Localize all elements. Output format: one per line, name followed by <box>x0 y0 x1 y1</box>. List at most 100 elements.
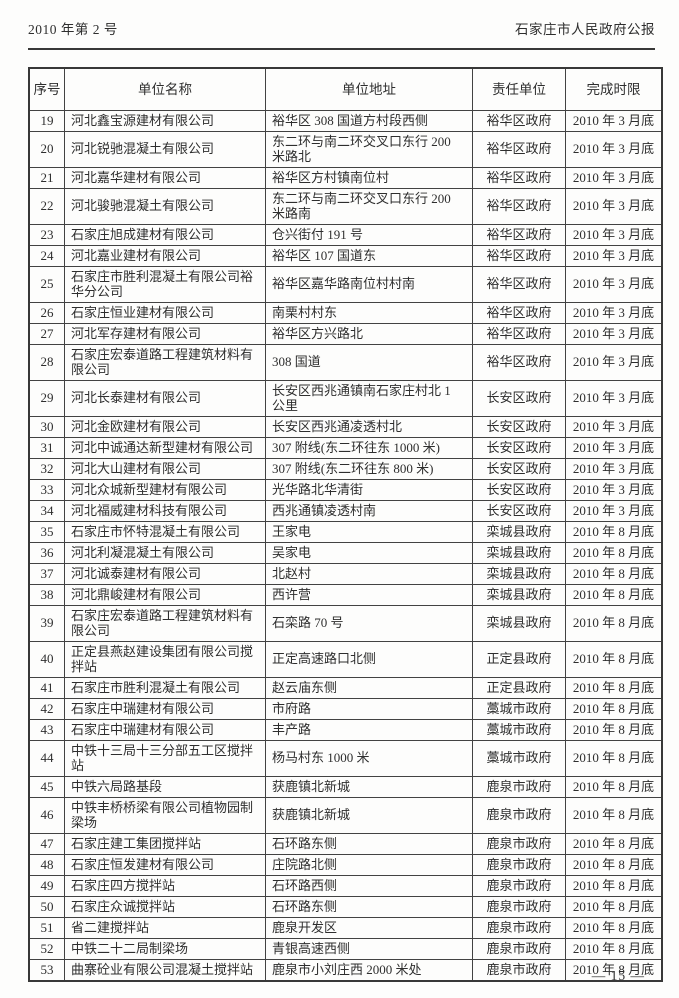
cell-serial: 20 <box>28 130 65 168</box>
page-number: — 15 — <box>591 968 645 983</box>
table-row: 34 河北福威建材科技有限公司 西兆通镇凌透村南 长安区政府 2010 年 3 … <box>28 499 663 522</box>
table-row: 27 河北军存建材有限公司 裕华区方兴路北 裕华区政府 2010 年 3 月底 <box>28 322 663 345</box>
cell-deadline: 2010 年 8 月底 <box>565 604 663 642</box>
cell-unit-name: 河北大山建材有限公司 <box>64 457 266 480</box>
cell-unit-address: 市府路 <box>265 697 473 720</box>
table-row: 31 河北中诚通达新型建材有限公司 307 附线(东二环往东 1000 米) 长… <box>28 436 663 459</box>
table-row: 51 省二建搅拌站 鹿泉开发区 鹿泉市政府 2010 年 8 月底 <box>28 916 663 939</box>
cell-unit-name: 河北鑫宝源建材有限公司 <box>64 109 266 132</box>
cell-unit-address: 西兆通镇凌透村南 <box>265 499 473 522</box>
cell-unit-address: 光华路北华清街 <box>265 478 473 501</box>
table-row: 45 中铁六局路基段 获鹿镇北新城 鹿泉市政府 2010 年 8 月底 <box>28 775 663 798</box>
cell-serial: 24 <box>28 244 65 267</box>
cell-unit-address: 王家电 <box>265 520 473 543</box>
cell-responsible-unit: 裕华区政府 <box>472 343 566 381</box>
cell-serial: 33 <box>28 478 65 501</box>
issue-number: 2010 年第 2 号 <box>28 22 118 37</box>
cell-unit-address: 东二环与南二环交叉口东行 200 米路北 <box>265 130 473 168</box>
col-header-unit-address: 单位地址 <box>265 67 473 111</box>
table-row: 29 河北长泰建材有限公司 长安区西兆通镇南石家庄村北 1 公里 长安区政府 2… <box>28 379 663 417</box>
cell-responsible-unit: 裕华区政府 <box>472 109 566 132</box>
cell-unit-address: 307 附线(东二环往东 800 米) <box>265 457 473 480</box>
cell-unit-address: 吴家电 <box>265 541 473 564</box>
cell-deadline: 2010 年 3 月底 <box>565 223 663 246</box>
cell-serial: 43 <box>28 718 65 741</box>
cell-deadline: 2010 年 3 月底 <box>565 265 663 303</box>
cell-unit-name: 石家庄市怀特混凝土有限公司 <box>64 520 266 543</box>
cell-responsible-unit: 裕华区政府 <box>472 322 566 345</box>
table-row: 20 河北锐驰混凝土有限公司 东二环与南二环交叉口东行 200 米路北 裕华区政… <box>28 130 663 168</box>
cell-responsible-unit: 栾城县政府 <box>472 583 566 606</box>
cell-unit-address: 鹿泉开发区 <box>265 916 473 939</box>
cell-serial: 19 <box>28 109 65 132</box>
cell-unit-address: 鹿泉市小刘庄西 2000 米处 <box>265 958 473 981</box>
cell-unit-name: 河北福威建材科技有限公司 <box>64 499 266 522</box>
table-row: 38 河北鼎峻建材有限公司 西许营 栾城县政府 2010 年 8 月底 <box>28 583 663 606</box>
cell-serial: 42 <box>28 697 65 720</box>
cell-serial: 31 <box>28 436 65 459</box>
cell-serial: 21 <box>28 166 65 189</box>
col-header-responsible-unit: 责任单位 <box>472 67 566 111</box>
cell-serial: 46 <box>28 796 65 834</box>
cell-unit-name: 石家庄宏泰道路工程建筑材料有限公司 <box>64 343 266 381</box>
table-row: 30 河北金欧建材有限公司 长安区西兆通凌透村北 长安区政府 2010 年 3 … <box>28 415 663 438</box>
cell-serial: 49 <box>28 874 65 897</box>
cell-responsible-unit: 裕华区政府 <box>472 187 566 225</box>
cell-unit-address: 裕华区嘉华路南位村村南 <box>265 265 473 303</box>
cell-serial: 28 <box>28 343 65 381</box>
cell-unit-name: 石家庄建工集团搅拌站 <box>64 832 266 855</box>
cell-unit-address: 裕华区方兴路北 <box>265 322 473 345</box>
cell-serial: 22 <box>28 187 65 225</box>
cell-unit-name: 曲寨砼业有限公司混凝土搅拌站 <box>64 958 266 981</box>
cell-unit-address: 获鹿镇北新城 <box>265 775 473 798</box>
table-row: 22 河北骏驰混凝土有限公司 东二环与南二环交叉口东行 200 米路南 裕华区政… <box>28 187 663 225</box>
cell-deadline: 2010 年 3 月底 <box>565 187 663 225</box>
cell-deadline: 2010 年 8 月底 <box>565 676 663 699</box>
cell-unit-address: 仓兴街付 191 号 <box>265 223 473 246</box>
cell-responsible-unit: 裕华区政府 <box>472 265 566 303</box>
cell-deadline: 2010 年 8 月底 <box>565 562 663 585</box>
cell-deadline: 2010 年 3 月底 <box>565 301 663 324</box>
cell-unit-address: 南栗村村东 <box>265 301 473 324</box>
table-head: 序号 单位名称 单位地址 责任单位 完成时限 <box>28 67 663 111</box>
table-row: 36 河北利凝混凝土有限公司 吴家电 栾城县政府 2010 年 8 月底 <box>28 541 663 564</box>
table-row: 50 石家庄众诚搅拌站 石环路东侧 鹿泉市政府 2010 年 8 月底 <box>28 895 663 918</box>
cell-unit-name: 河北鼎峻建材有限公司 <box>64 583 266 606</box>
cell-deadline: 2010 年 8 月底 <box>565 796 663 834</box>
cell-responsible-unit: 裕华区政府 <box>472 244 566 267</box>
cell-responsible-unit: 鹿泉市政府 <box>472 853 566 876</box>
cell-serial: 41 <box>28 676 65 699</box>
cell-deadline: 2010 年 8 月底 <box>565 937 663 960</box>
cell-serial: 50 <box>28 895 65 918</box>
cell-unit-address: 裕华区 107 国道东 <box>265 244 473 267</box>
cell-responsible-unit: 鹿泉市政府 <box>472 937 566 960</box>
table-row: 39 石家庄宏泰道路工程建筑材料有限公司 石栾路 70 号 栾城县政府 2010… <box>28 604 663 642</box>
cell-responsible-unit: 正定县政府 <box>472 676 566 699</box>
col-header-serial: 序号 <box>28 67 65 111</box>
cell-deadline: 2010 年 8 月底 <box>565 874 663 897</box>
table-row: 49 石家庄四方搅拌站 石环路西侧 鹿泉市政府 2010 年 8 月底 <box>28 874 663 897</box>
cell-deadline: 2010 年 8 月底 <box>565 541 663 564</box>
cell-serial: 27 <box>28 322 65 345</box>
cell-deadline: 2010 年 3 月底 <box>565 415 663 438</box>
cell-unit-name: 中铁丰桥桥梁有限公司植物园制梁场 <box>64 796 266 834</box>
page-footer: — 15 — <box>592 968 645 984</box>
cell-responsible-unit: 裕华区政府 <box>472 166 566 189</box>
cell-responsible-unit: 裕华区政府 <box>472 130 566 168</box>
cell-responsible-unit: 长安区政府 <box>472 415 566 438</box>
cell-responsible-unit: 裕华区政府 <box>472 223 566 246</box>
cell-unit-address: 石环路东侧 <box>265 832 473 855</box>
cell-deadline: 2010 年 8 月底 <box>565 739 663 777</box>
cell-serial: 38 <box>28 583 65 606</box>
cell-unit-name: 河北骏驰混凝土有限公司 <box>64 187 266 225</box>
cell-unit-name: 石家庄市胜利混凝土有限公司裕华分公司 <box>64 265 266 303</box>
units-table: 序号 单位名称 单位地址 责任单位 完成时限 19 河北鑫宝源建材有限公司 裕华… <box>28 67 663 982</box>
cell-unit-address: 307 附线(东二环往东 1000 米) <box>265 436 473 459</box>
table-row: 19 河北鑫宝源建材有限公司 裕华区 308 国道方村段西侧 裕华区政府 201… <box>28 109 663 132</box>
cell-unit-name: 中铁六局路基段 <box>64 775 266 798</box>
cell-responsible-unit: 裕华区政府 <box>472 301 566 324</box>
cell-unit-name: 石家庄宏泰道路工程建筑材料有限公司 <box>64 604 266 642</box>
cell-unit-address: 308 国道 <box>265 343 473 381</box>
cell-deadline: 2010 年 3 月底 <box>565 499 663 522</box>
